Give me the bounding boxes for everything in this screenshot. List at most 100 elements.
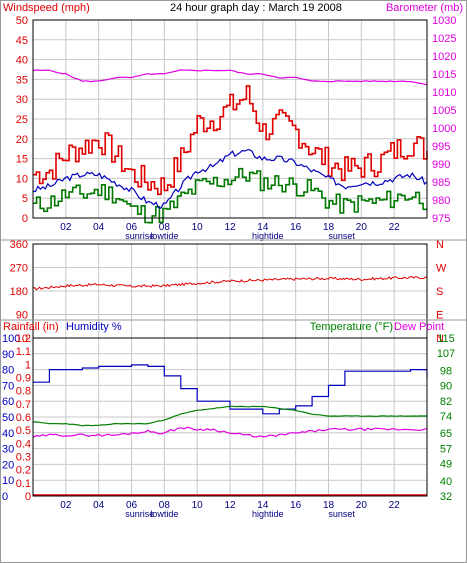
windspeed-tick-label: 50	[16, 15, 28, 27]
time-tick-label: 10	[192, 500, 204, 511]
rainfall-tick-label: 0	[25, 491, 31, 503]
compass-label: N	[436, 333, 444, 345]
time-tick-label: 04	[93, 500, 105, 511]
rainfall-tick-label: 0.5	[16, 425, 31, 437]
direction-tick-label: 360	[10, 239, 28, 251]
barometer-tick-label: 1030	[432, 15, 456, 27]
barometer-tick-label: 975	[432, 213, 450, 225]
rainfall-tick-label: 0.9	[16, 373, 31, 385]
time-event-label: hightide	[252, 231, 284, 241]
barometer-tick-label: 995	[432, 141, 450, 153]
direction-tick-label: 0	[22, 333, 28, 345]
windspeed-tick-label: 15	[16, 154, 28, 166]
time-tick-label: 12	[224, 222, 236, 233]
rainfall-tick-label: 0.6	[16, 412, 31, 424]
time-tick-label: 22	[389, 222, 401, 233]
barometer-tick-label: 1010	[432, 87, 456, 99]
humidity-tick-label: 80	[2, 365, 14, 377]
windspeed-tick-label: 0	[22, 213, 28, 225]
barometer-axis-title: Barometer (mb)	[386, 2, 463, 14]
barometer-series	[32, 69, 428, 86]
rainfall-tick-label: 1.1	[16, 346, 31, 358]
rainfall-tick-label: 0.8	[16, 386, 31, 398]
humidity-tick-label: 100	[2, 333, 20, 345]
temperature-tick-label: 90	[440, 381, 452, 393]
temperature-tick-label: 57	[440, 443, 452, 455]
windspeed-tick-label: 35	[16, 74, 28, 86]
rainfall-tick-label: 0.4	[16, 438, 31, 450]
barometer-tick-label: 1015	[432, 69, 456, 81]
temperature-tick-label: 107	[437, 348, 455, 360]
rainfall-tick-label: 0.2	[16, 465, 31, 477]
time-tick-label: 20	[356, 500, 368, 511]
time-event-label: sunset	[328, 231, 355, 241]
time-event-label: sunrise	[125, 509, 154, 519]
barometer-tick-label: 980	[432, 195, 450, 207]
wind-direction-series	[32, 276, 428, 291]
humidity-tick-label: 10	[2, 475, 14, 487]
temperature-tick-label: 82	[440, 396, 452, 408]
temperature-tick-label: 40	[440, 476, 452, 488]
rainfall-tick-label: 0.1	[16, 478, 31, 490]
direction-tick-label: 180	[10, 286, 28, 298]
windspeed-tick-label: 20	[16, 134, 28, 146]
time-tick-label: 08	[159, 222, 171, 233]
compass-label: E	[436, 310, 443, 322]
time-event-label: sunset	[328, 509, 355, 519]
temperature-tick-label: 74	[440, 411, 452, 423]
wind-barometer-panel: 0510152025303540455097598098599099510001…	[16, 15, 457, 241]
windspeed-tick-label: 5	[22, 193, 28, 205]
humidity-axis-title: Humidity %	[66, 321, 122, 333]
humidity-tick-label: 50	[2, 412, 14, 424]
windspeed-tick-label: 10	[16, 173, 28, 185]
time-tick-label: 16	[290, 222, 302, 233]
time-tick-label: 08	[159, 500, 171, 511]
time-event-label: lowtide	[150, 231, 178, 241]
windspeed-tick-label: 30	[16, 94, 28, 106]
rainfall-axis-title: Rainfall (in)	[3, 321, 59, 333]
temperature-tick-label: 65	[440, 428, 452, 440]
time-tick-label: 18	[323, 222, 335, 233]
time-tick-label: 10	[192, 222, 204, 233]
temperature-axis-title: Temperature (°F)	[310, 321, 393, 333]
dewpoint-axis-title: Dew Point	[394, 321, 444, 333]
time-event-label: sunrise	[125, 231, 154, 241]
humidity-tick-label: 0	[2, 491, 8, 503]
time-tick-label: 14	[257, 500, 269, 511]
humidity-series	[33, 364, 428, 415]
time-tick-label: 20	[356, 222, 368, 233]
time-tick-label: 02	[60, 222, 72, 233]
wind-plot-area	[32, 19, 428, 219]
windspeed-tick-label: 40	[16, 55, 28, 67]
time-tick-label: 16	[290, 500, 302, 511]
time-tick-label: 12	[224, 500, 236, 511]
compass-label: S	[436, 286, 443, 298]
time-tick-label: 14	[257, 222, 269, 233]
windspeed-axis-title: Windspeed (mph)	[3, 2, 90, 14]
time-tick-label: 02	[60, 500, 72, 511]
humidity-tick-label: 20	[2, 459, 14, 471]
humidity-tick-label: 40	[2, 428, 14, 440]
time-tick-label: 22	[389, 500, 401, 511]
barometer-tick-label: 985	[432, 177, 450, 189]
temperature-tick-label: 32	[440, 491, 452, 503]
barometer-tick-label: 1025	[432, 33, 456, 45]
barometer-tick-label: 1000	[432, 123, 456, 135]
compass-label: W	[436, 263, 447, 275]
windspeed-series	[33, 85, 428, 196]
humidity-tick-label: 60	[2, 396, 14, 408]
temperature-tick-label: 49	[440, 459, 452, 471]
time-tick-label: 06	[126, 500, 138, 511]
humidity-tick-label: 30	[2, 444, 14, 456]
gust-series	[32, 149, 428, 209]
barometer-tick-label: 1005	[432, 105, 456, 117]
time-tick-label: 18	[323, 500, 335, 511]
time-tick-label: 06	[126, 222, 138, 233]
dewpoint-series	[32, 426, 428, 438]
humidity-tick-label: 90	[2, 349, 14, 361]
rainfall-tick-label: 1.2	[16, 333, 31, 345]
windspeed-low-series	[33, 167, 428, 224]
windspeed-tick-label: 25	[16, 114, 28, 126]
